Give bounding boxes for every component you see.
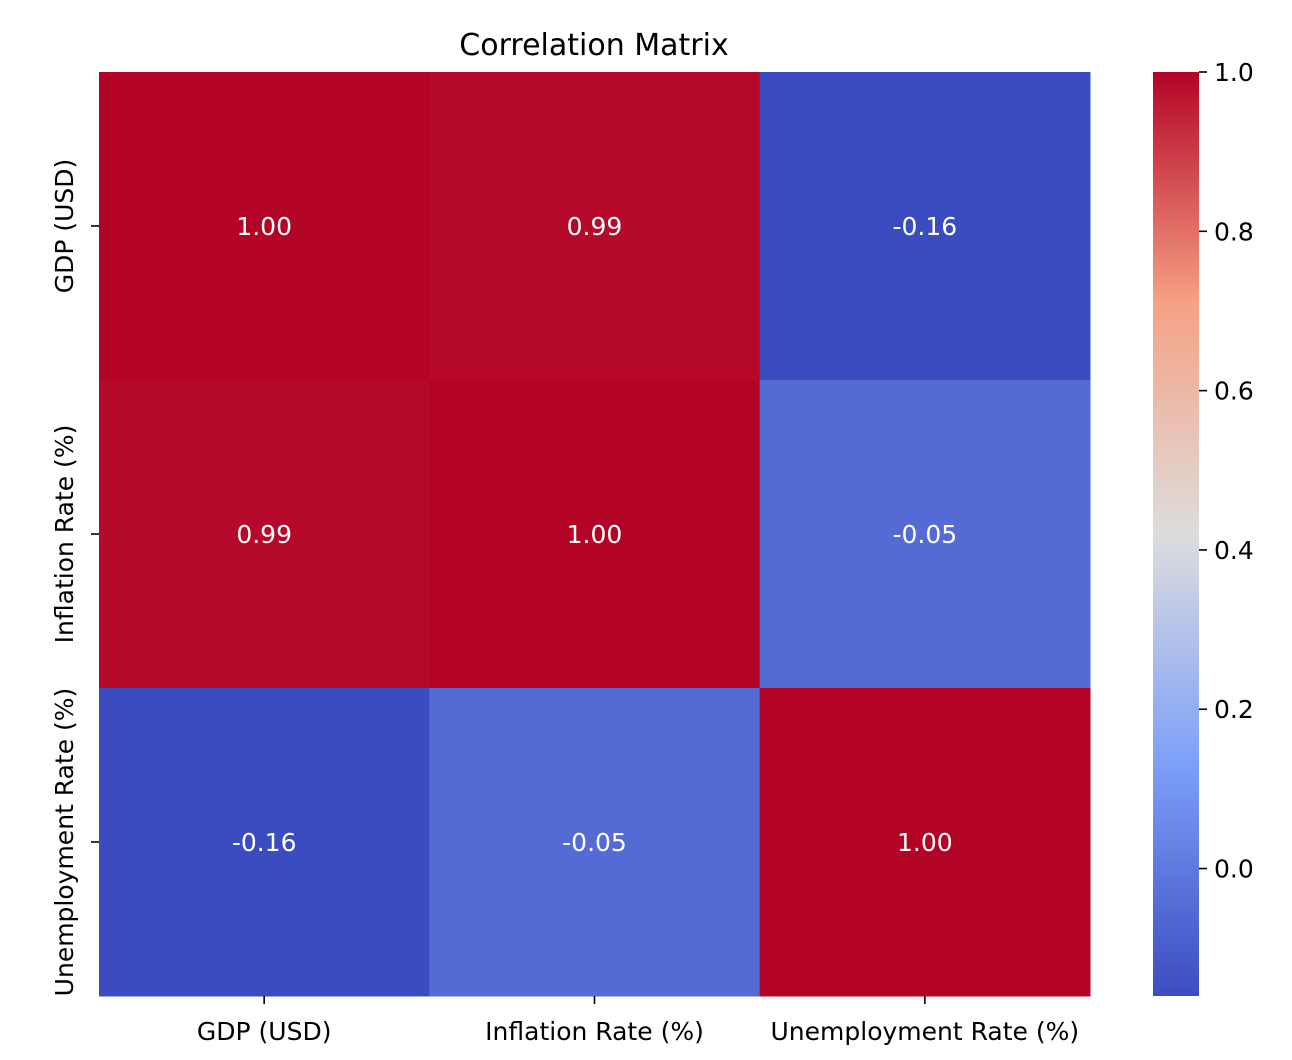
heatmap-cell-r1-c1 <box>429 380 761 689</box>
cell-label-r0-c1: 0.99 <box>567 212 623 241</box>
colorbar-tick-label-4: 0.8 <box>1214 217 1254 246</box>
x-axis-ticks: GDP (USD) Inflation Rate (%) Unemployment … <box>197 996 1079 1046</box>
y-tick-label-gdp-usd: GDP (USD) <box>50 159 79 294</box>
heatmap-cell-r2-c2 <box>759 688 1091 997</box>
x-tick-label-gdp-usd: GDP (USD) <box>197 1017 332 1046</box>
colorbar-tick-label-2: 0.4 <box>1214 536 1254 565</box>
heatmap-cell-r0-c2 <box>759 72 1091 381</box>
cell-label-r2-c1: -0.05 <box>562 828 627 857</box>
cell-label-r1-c1: 1.00 <box>567 520 623 549</box>
colorbar-tick-label-5: 1.0 <box>1214 58 1254 87</box>
cell-label-r2-c0: -0.16 <box>232 828 297 857</box>
cell-label-r1-c2: -0.05 <box>892 520 957 549</box>
cell-label-r1-c0: 0.99 <box>236 520 292 549</box>
heatmap-cells: 1.00 0.99 -0.16 0.99 1.00 -0.05 -0.16 -0.05 1.00 <box>99 72 1091 997</box>
heatmap-cell-r1-c2 <box>759 380 1091 689</box>
colorbar-tick-label-3: 0.6 <box>1214 377 1254 406</box>
heatmap-cell-r0-c1 <box>429 72 761 381</box>
colorbar-tick-label-1: 0.2 <box>1214 695 1254 724</box>
colorbar-gradient <box>1153 72 1199 996</box>
x-tick-label-unemployment-rate: Unemployment Rate (%) <box>771 1017 1080 1046</box>
cell-label-r2-c2: 1.00 <box>897 828 953 857</box>
heatmap-cell-r2-c0 <box>99 688 430 997</box>
heatmap-cell-r1-c0 <box>99 380 430 689</box>
y-tick-label-inflation-rate: Inflation Rate (%) <box>50 425 79 644</box>
colorbar: 0.0 0.2 0.4 0.6 0.8 1.0 <box>1153 58 1254 996</box>
cell-label-r0-c2: -0.16 <box>892 212 957 241</box>
chart-title: Correlation Matrix <box>459 28 728 63</box>
y-axis-ticks: GDP (USD) Inflation Rate (%) Unemployment … <box>50 159 99 997</box>
x-tick-label-inflation-rate: Inflation Rate (%) <box>485 1017 704 1046</box>
heatmap-cell-r0-c0 <box>99 72 430 381</box>
cell-label-r0-c0: 1.00 <box>236 212 292 241</box>
heatmap-cell-r2-c1 <box>429 688 761 997</box>
colorbar-tick-label-0: 0.0 <box>1214 855 1254 884</box>
y-tick-label-unemployment-rate: Unemployment Rate (%) <box>50 688 79 997</box>
